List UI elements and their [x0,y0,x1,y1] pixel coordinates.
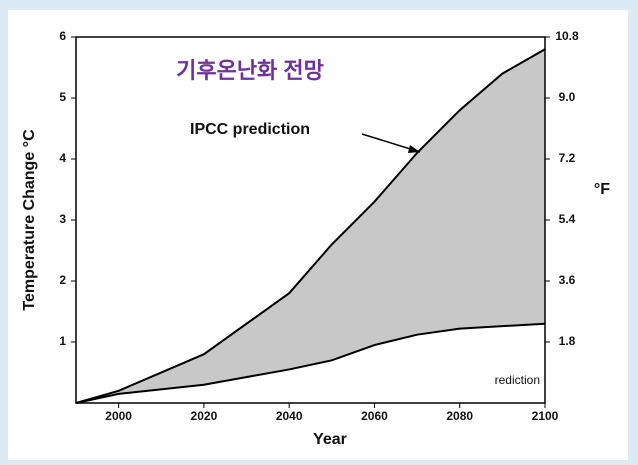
y-axis-label: Temperature Change °C [21,129,38,311]
arrow-head [408,145,420,153]
chart-title: 기후온난화 전망 [176,58,324,83]
y-tick-label: 1 [59,334,66,348]
y-tick-label: 2 [59,273,66,287]
y-tick-label: 4 [59,151,66,165]
y2-axis-label: °F [594,181,610,198]
x-tick-label: 2100 [532,409,559,423]
y2-tick-label: 3.6 [559,273,576,287]
annotation: IPCC prediction [190,121,310,138]
area [76,323,545,403]
series-line [75,322,546,404]
x-tick-label: 2040 [276,409,303,423]
y2-tick-label: 9.0 [559,90,576,104]
x-tick-label: 2000 [105,409,132,423]
x-tick-label: 2020 [191,409,218,423]
annotation: rediction [495,373,540,387]
x-axis-label: Year [313,431,347,448]
y2-tick-label: 7.2 [559,151,576,165]
series-line [75,48,546,404]
y-tick-label: 5 [59,90,66,104]
x-tick-label: 2080 [446,409,473,423]
y-tick-label: 3 [59,212,66,226]
area [76,49,545,403]
x-tick-label: 2060 [361,409,388,423]
y2-tick-label: 1.8 [559,334,576,348]
y2-tick-label: 10.8 [555,29,579,43]
y-tick-label: 6 [59,29,66,43]
y2-tick-label: 5.4 [559,212,576,226]
